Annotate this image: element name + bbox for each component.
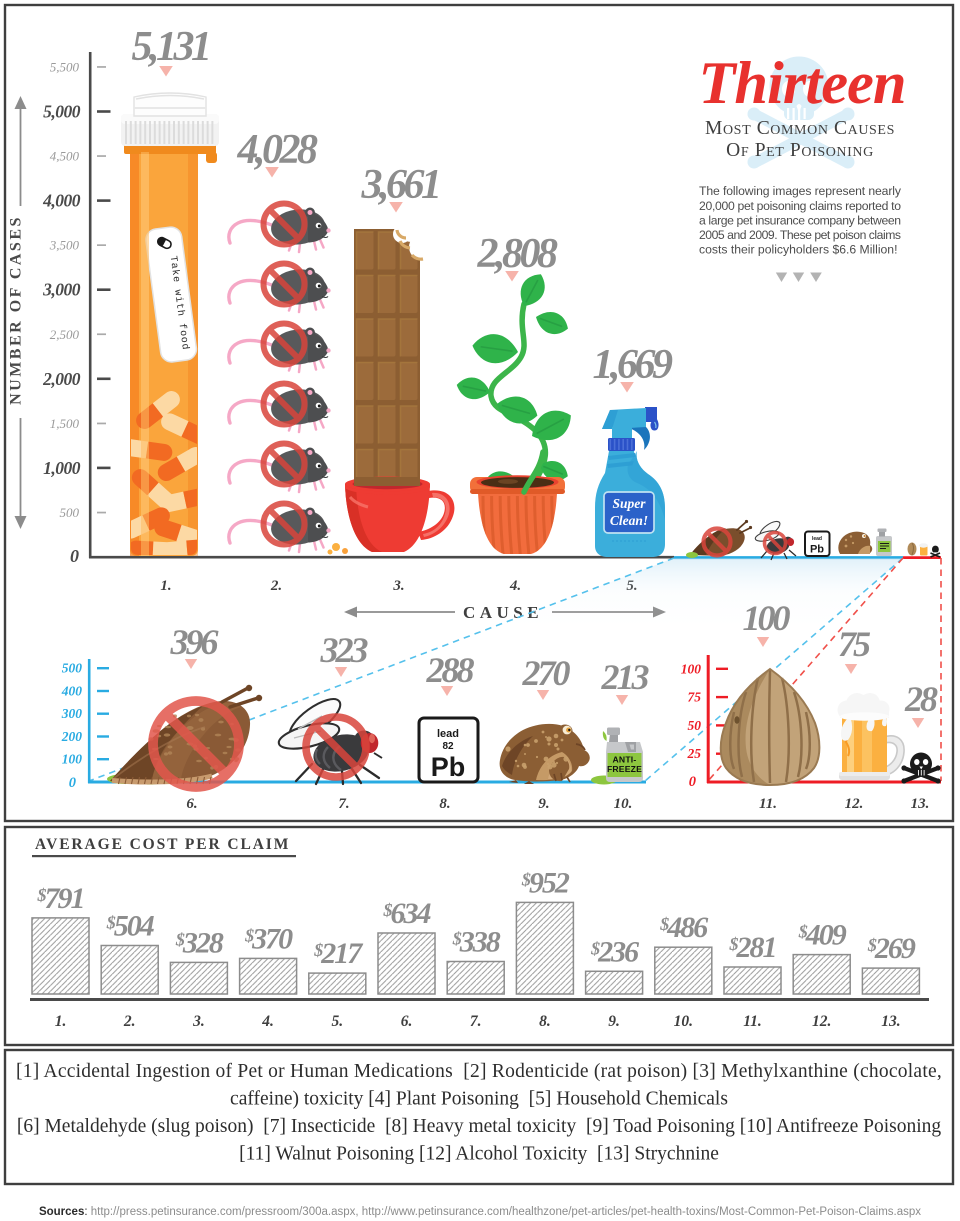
svg-text:lead: lead (437, 728, 459, 740)
svg-text:costs their policyholders $6.6: costs their policyholders $6.6 Million! (699, 243, 897, 257)
svg-text:500: 500 (60, 505, 80, 520)
svg-text:$338: $338 (452, 926, 501, 959)
svg-text:20,000 pet poisoning claims re: 20,000 pet poisoning claims reported to (699, 199, 901, 213)
svg-text:$409: $409 (798, 919, 847, 952)
svg-text:3,000: 3,000 (42, 280, 81, 300)
svg-text:lead: lead (812, 536, 822, 542)
svg-text:$328: $328 (175, 926, 224, 959)
svg-text:200: 200 (61, 729, 83, 744)
svg-text:2,500: 2,500 (50, 327, 80, 342)
svg-text:Thirteen: Thirteen (698, 50, 905, 117)
svg-text:3.: 3. (392, 578, 404, 594)
svg-text:2005 and 2009. These pet poiso: 2005 and 2009. These pet poison claims (699, 228, 901, 242)
svg-text:5,131: 5,131 (132, 24, 209, 70)
svg-text:5.: 5. (331, 1013, 343, 1030)
svg-text:2.: 2. (123, 1013, 136, 1030)
svg-text:50: 50 (688, 718, 702, 733)
svg-text:7.: 7. (338, 796, 349, 812)
svg-text:13.: 13. (881, 1013, 900, 1030)
svg-text:AVERAGE COST PER CLAIM: AVERAGE COST PER CLAIM (35, 836, 290, 853)
svg-text:10.: 10. (614, 796, 633, 812)
svg-text:Pb: Pb (810, 544, 824, 556)
svg-text:caffeine) toxicity [4] Plant P: caffeine) toxicity [4] Plant Poisoning [… (230, 1089, 728, 1110)
svg-text:5,500: 5,500 (50, 59, 80, 74)
svg-text:1,000: 1,000 (43, 458, 81, 478)
svg-text:$634: $634 (383, 897, 432, 930)
svg-text:400: 400 (61, 684, 83, 699)
svg-text:8.: 8. (439, 796, 450, 812)
svg-text:$370: $370 (244, 922, 293, 955)
svg-text:Super: Super (612, 496, 646, 511)
svg-text:500: 500 (62, 661, 83, 676)
svg-text:3.: 3. (192, 1013, 205, 1030)
svg-text:5,000: 5,000 (43, 102, 81, 122)
svg-text:3,500: 3,500 (49, 238, 80, 253)
svg-text:3,661: 3,661 (361, 162, 439, 208)
svg-text:4.: 4. (509, 578, 521, 594)
svg-text:0: 0 (69, 775, 76, 791)
svg-text:9.: 9. (608, 1013, 620, 1030)
svg-text:288: 288 (426, 650, 475, 690)
svg-text:4,500: 4,500 (50, 149, 80, 164)
svg-text:Of Pet Poisoning: Of Pet Poisoning (726, 140, 874, 161)
svg-text:4,000: 4,000 (42, 191, 81, 211)
svg-text:$281: $281 (729, 931, 776, 964)
svg-text:13.: 13. (911, 796, 930, 812)
svg-text:The following images represent: The following images represent nearly (699, 184, 902, 198)
svg-text:11.: 11. (743, 1013, 762, 1030)
svg-text:4.: 4. (261, 1013, 274, 1030)
svg-text:8.: 8. (539, 1013, 551, 1030)
svg-text:$791: $791 (37, 882, 84, 915)
svg-text:25: 25 (687, 746, 702, 761)
svg-text:$952: $952 (521, 866, 570, 899)
svg-text:2.: 2. (270, 578, 282, 594)
svg-text:28: 28 (904, 679, 938, 719)
svg-text:$504: $504 (106, 910, 155, 943)
svg-text:[11] Walnut Poisoning [12] Alc: [11] Walnut Poisoning [12] Alcohol Toxic… (239, 1144, 719, 1165)
svg-text:75: 75 (838, 624, 871, 664)
svg-text:1.: 1. (55, 1013, 67, 1030)
svg-text:396: 396 (170, 622, 219, 662)
svg-text:6.: 6. (401, 1013, 413, 1030)
svg-text:Most Common Causes: Most Common Causes (705, 118, 895, 139)
svg-text:6.: 6. (186, 796, 197, 812)
svg-text:0: 0 (70, 546, 79, 566)
svg-text:82: 82 (442, 741, 454, 752)
svg-text:4,028: 4,028 (237, 127, 319, 173)
svg-text:$236: $236 (590, 935, 639, 968)
svg-text:323: 323 (320, 630, 369, 670)
svg-text:NUMBER OF CASES: NUMBER OF CASES (8, 215, 25, 405)
svg-text:7.: 7. (470, 1013, 482, 1030)
svg-text:Clean!: Clean! (610, 513, 648, 528)
svg-text:0: 0 (689, 774, 696, 790)
svg-text:11.: 11. (759, 796, 777, 812)
svg-text:$217: $217 (313, 937, 363, 970)
svg-text:FREEZE: FREEZE (607, 764, 642, 774)
svg-text:$486: $486 (659, 911, 708, 944)
svg-text:Pb: Pb (431, 752, 466, 782)
svg-text:100: 100 (681, 661, 702, 676)
svg-text:12.: 12. (812, 1013, 831, 1030)
svg-text:[6] Metaldehyde (slug poison): [6] Metaldehyde (slug poison) [7] Insect… (17, 1116, 942, 1137)
svg-text:12.: 12. (845, 796, 864, 812)
svg-text:10.: 10. (674, 1013, 693, 1030)
svg-text:100: 100 (62, 752, 83, 767)
svg-text:Sources: http://press.petinsur: Sources: http://press.petinsurance.com/p… (39, 1206, 921, 1218)
svg-text:300: 300 (61, 706, 83, 721)
svg-text:2,808: 2,808 (477, 231, 559, 277)
svg-text:$269: $269 (867, 932, 916, 965)
svg-text:[1] Accidental Ingestion of Pe: [1] Accidental Ingestion of Pet or Human… (16, 1061, 942, 1082)
svg-text:2,000: 2,000 (42, 369, 81, 389)
svg-text:1.: 1. (160, 578, 171, 594)
svg-text:ANTI-: ANTI- (613, 755, 637, 765)
svg-text:270: 270 (522, 653, 571, 693)
svg-text:213: 213 (601, 657, 650, 697)
svg-text:75: 75 (688, 690, 702, 705)
svg-text:1,500: 1,500 (50, 416, 80, 431)
svg-text:100: 100 (743, 598, 791, 638)
svg-text:9.: 9. (538, 796, 549, 812)
svg-text:1,669: 1,669 (593, 342, 674, 388)
svg-text:a large pet insurance company: a large pet insurance company between (699, 213, 901, 227)
